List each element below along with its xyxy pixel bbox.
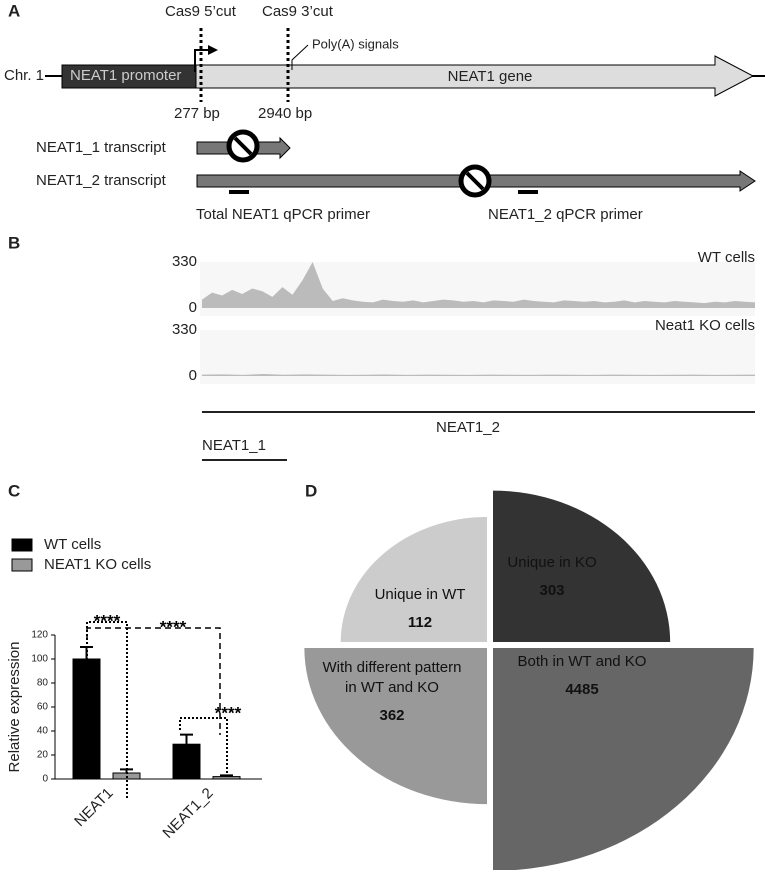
bar — [172, 743, 201, 780]
quadrant — [304, 648, 487, 805]
legend-swatch — [11, 538, 33, 552]
legend-label: NEAT1 KO cells — [44, 556, 151, 573]
sig-bracket — [179, 717, 228, 775]
stop-icon — [458, 164, 492, 198]
coverage — [202, 374, 755, 376]
y-tick-label: 0 — [42, 774, 48, 785]
panel-label: C — [8, 481, 20, 500]
quadrant — [493, 490, 671, 642]
primer-label: Total NEAT1 qPCR primer — [196, 206, 370, 223]
transcript-label: NEAT1_2 transcript — [36, 172, 167, 189]
cut-label: Cas9 3’cut — [262, 3, 334, 20]
tss — [194, 49, 210, 72]
sig-label: **** — [160, 617, 187, 636]
y-tick-label: 40 — [37, 726, 49, 737]
bar — [72, 658, 101, 780]
sig-label: **** — [94, 611, 121, 630]
span-label: NEAT1_2 — [436, 419, 500, 436]
track-max: 330 — [172, 253, 197, 270]
primer — [518, 190, 538, 194]
quadrant — [340, 516, 487, 642]
error-bar — [80, 646, 93, 659]
polya-pointer — [291, 44, 309, 70]
quadrant-value: 112 — [408, 614, 432, 631]
panel-label: D — [305, 481, 317, 500]
track-min: 0 — [189, 367, 197, 384]
polya-label: Poly(A) signals — [312, 36, 399, 51]
bar — [212, 776, 241, 780]
sig-bracket — [86, 627, 221, 735]
quadrant-value: 4485 — [565, 681, 598, 698]
x-tick-label: NEAT1 — [71, 785, 116, 830]
primer-label: NEAT1_2 qPCR primer — [488, 206, 643, 223]
quadrant-label: Unique in KO — [507, 554, 596, 571]
y-tick-label: 100 — [31, 654, 48, 665]
quadrant-label: Unique in WT — [375, 586, 466, 603]
track-max: 330 — [172, 321, 197, 338]
y-tick-label: 20 — [37, 750, 49, 761]
primer — [229, 190, 249, 194]
panel-label: A — [8, 1, 20, 20]
y-tick-label: 120 — [31, 630, 48, 641]
y-tick-label: 80 — [37, 678, 49, 689]
bp-label: 2940 bp — [258, 105, 312, 122]
span-label: NEAT1_1 — [202, 437, 266, 454]
quadrant-label: Both in WT and KO — [518, 653, 647, 670]
x-tick-label: NEAT1_2 — [159, 785, 216, 842]
legend-swatch — [11, 558, 33, 572]
track-min: 0 — [189, 299, 197, 316]
y-tick-label: 60 — [37, 702, 49, 713]
quadrant-value: 303 — [539, 582, 564, 599]
track-name: WT cells — [698, 249, 755, 266]
gene-label: NEAT1 gene — [448, 68, 533, 85]
quadrant-label: With different pattern — [323, 659, 462, 676]
legend-label: WT cells — [44, 536, 101, 553]
transcript-label: NEAT1_1 transcript — [36, 139, 167, 156]
bp-label: 277 bp — [174, 105, 220, 122]
quadrant-label: in WT and KO — [345, 679, 439, 696]
gene-arrow — [195, 55, 755, 97]
cut-label: Cas9 5’cut — [165, 3, 237, 20]
panel-label: B — [8, 233, 20, 252]
sig-label: **** — [215, 703, 242, 722]
tss-head — [208, 45, 218, 55]
promoter-label: NEAT1 promoter — [70, 67, 181, 84]
sig-bracket — [86, 621, 128, 800]
track-name: Neat1 KO cells — [655, 317, 755, 334]
error-bar — [220, 774, 233, 777]
stop-icon — [226, 129, 260, 163]
quadrant — [493, 648, 754, 871]
coverage — [202, 262, 755, 308]
error-bar — [180, 733, 193, 745]
quadrant-value: 362 — [379, 707, 404, 724]
chr-label: Chr. 1 — [4, 67, 44, 84]
y-axis-label: Relative expression — [6, 642, 23, 773]
